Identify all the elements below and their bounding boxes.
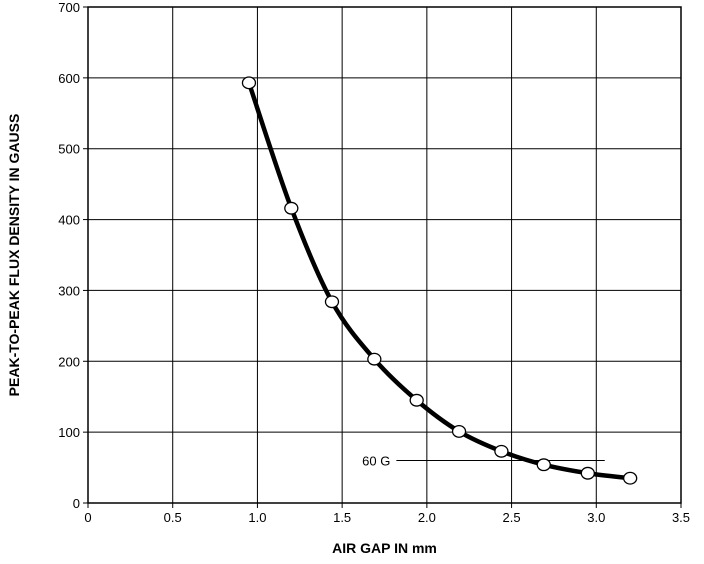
- series: [241, 76, 638, 485]
- y-tick-label: 400: [58, 213, 80, 228]
- y-tick-label: 600: [58, 71, 80, 86]
- x-tick-label: 2.0: [418, 510, 436, 525]
- y-tick-label: 200: [58, 354, 80, 369]
- y-axis-ticks: 0 100 200 300 400 500 600 700: [58, 0, 88, 511]
- y-tick-label: 500: [58, 142, 80, 157]
- x-tick-label: 3.5: [672, 510, 690, 525]
- plot-frame: [87, 6, 682, 504]
- x-axis-title: AIR GAP IN mm: [332, 540, 437, 556]
- data-point: [580, 466, 595, 480]
- x-tick-label: 0.5: [164, 510, 182, 525]
- x-axis-ticks: 0 0.5 1.0 1.5 2.0 2.5 3.0 3.5: [84, 503, 690, 525]
- annotation-label: 60 G: [362, 453, 390, 468]
- data-point: [536, 458, 551, 472]
- y-tick-label: 0: [73, 496, 80, 511]
- x-tick-label: 1.0: [248, 510, 266, 525]
- data-point: [284, 201, 299, 215]
- data-point: [324, 295, 340, 309]
- x-tick-label: 1.5: [333, 510, 351, 525]
- y-tick-label: 300: [58, 283, 80, 298]
- annotations: 60 G: [362, 453, 605, 468]
- grid: [88, 7, 681, 503]
- y-axis-title: PEAK-TO-PEAK FLUX DENSITY IN GAUSS: [6, 114, 22, 397]
- y-tick-label: 700: [58, 0, 80, 15]
- x-tick-label: 0: [84, 510, 91, 525]
- data-point: [494, 444, 509, 458]
- data-point: [409, 393, 424, 407]
- data-point: [623, 471, 638, 485]
- x-tick-label: 2.5: [503, 510, 521, 525]
- data-point: [451, 424, 467, 438]
- data-point: [241, 76, 257, 90]
- series-line: [246, 80, 633, 481]
- x-tick-label: 3.0: [587, 510, 605, 525]
- data-point: [367, 352, 382, 366]
- y-tick-label: 100: [58, 425, 80, 440]
